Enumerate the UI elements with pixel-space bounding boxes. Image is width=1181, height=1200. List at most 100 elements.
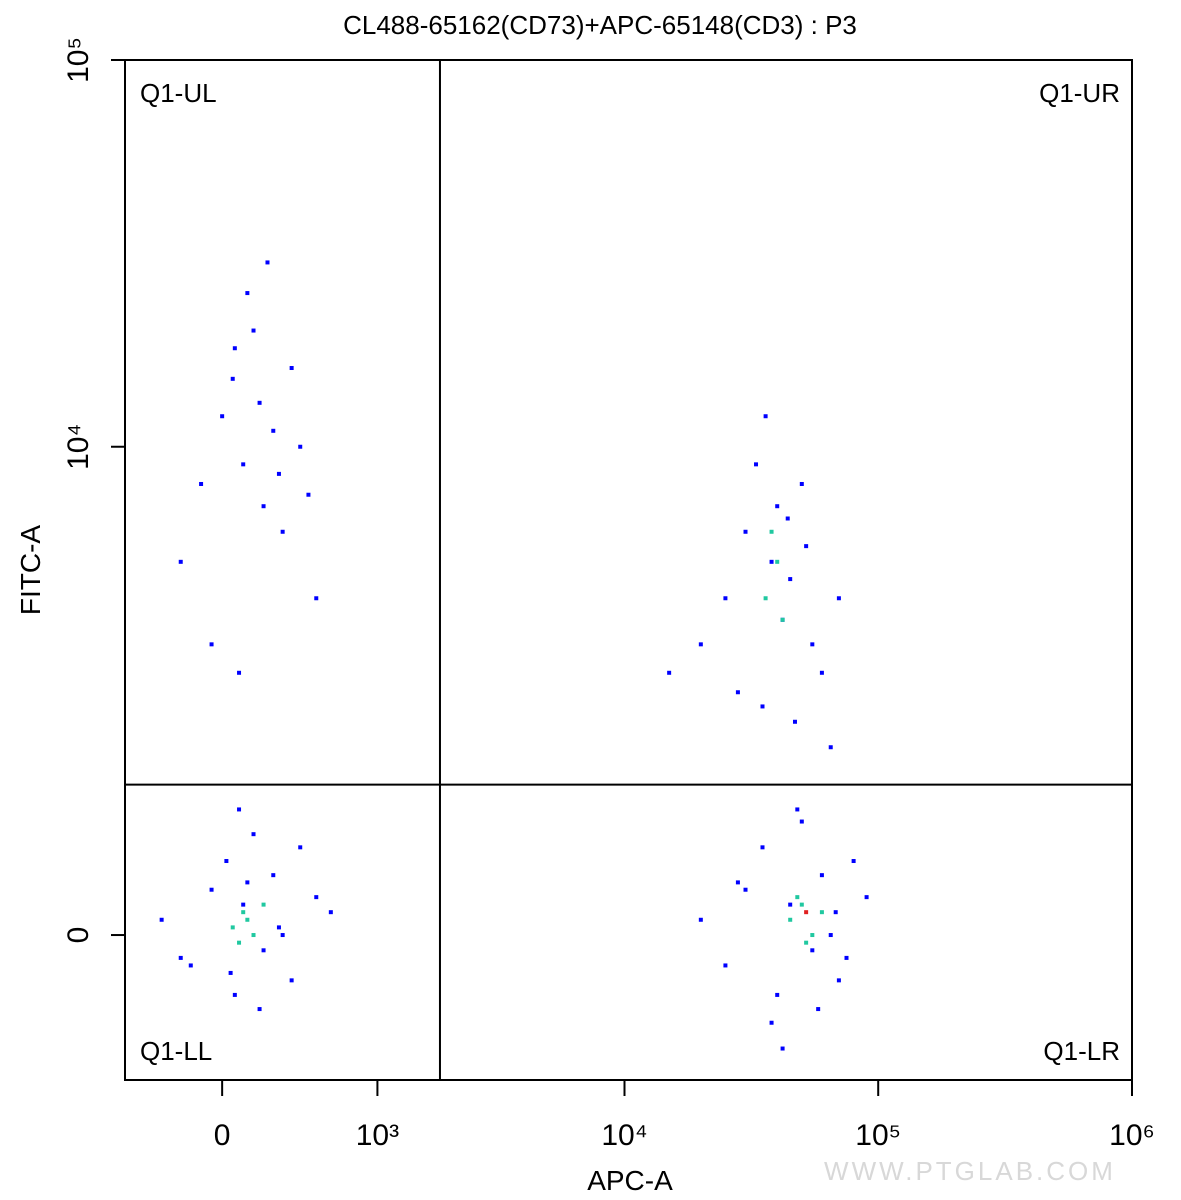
event-point xyxy=(178,955,183,960)
event-point xyxy=(836,596,841,601)
event-point xyxy=(810,948,815,953)
event-point xyxy=(328,910,333,915)
event-point xyxy=(245,291,250,296)
event-point xyxy=(178,559,183,564)
event-point xyxy=(785,516,790,521)
event-point xyxy=(257,1007,262,1012)
event-point xyxy=(265,260,270,265)
x-tick-label: 10³ xyxy=(356,1119,399,1152)
event-point xyxy=(763,414,768,419)
event-point xyxy=(833,910,838,915)
event-point xyxy=(743,887,748,892)
event-point xyxy=(743,529,748,534)
event-point xyxy=(769,1020,774,1025)
event-point xyxy=(788,577,793,582)
event-point xyxy=(209,887,214,892)
event-point xyxy=(289,978,294,983)
event-point xyxy=(769,559,774,564)
event-point xyxy=(775,559,780,564)
event-point xyxy=(209,642,214,647)
event-point xyxy=(819,910,824,915)
event-point xyxy=(289,366,294,371)
event-point xyxy=(754,462,759,467)
y-tick-label: 10⁴ xyxy=(62,424,95,470)
event-point xyxy=(795,895,800,900)
event-point xyxy=(220,414,225,419)
event-point xyxy=(232,346,237,351)
event-point xyxy=(851,859,856,864)
event-point xyxy=(280,529,285,534)
x-tick-label: 10⁶ xyxy=(1109,1119,1155,1152)
event-point xyxy=(795,807,800,812)
event-point xyxy=(763,596,768,601)
event-point xyxy=(775,992,780,997)
plot-frame xyxy=(124,59,1133,1081)
event-point xyxy=(261,902,266,907)
event-point xyxy=(237,807,242,812)
event-point xyxy=(241,462,246,467)
event-point xyxy=(788,902,793,907)
event-point xyxy=(298,444,303,449)
event-point xyxy=(241,902,246,907)
event-point xyxy=(698,642,703,647)
event-point xyxy=(257,400,262,405)
quadrant-label: Q1-LL xyxy=(140,1036,212,1066)
event-point xyxy=(280,933,285,938)
event-point xyxy=(224,859,229,864)
event-point xyxy=(735,690,740,695)
event-point xyxy=(159,917,164,922)
event-point xyxy=(828,745,833,750)
event-point xyxy=(780,617,785,622)
event-point xyxy=(799,481,804,486)
quadrant-label: Q1-UL xyxy=(140,78,217,108)
event-point xyxy=(804,910,809,915)
quadrant-label: Q1-UR xyxy=(1039,78,1120,108)
event-point xyxy=(723,963,728,968)
event-point xyxy=(804,544,809,549)
event-point xyxy=(735,880,740,885)
event-point xyxy=(314,895,319,900)
y-tick-label: 0 xyxy=(62,927,95,944)
quadrant-label: Q1-LR xyxy=(1043,1036,1120,1066)
event-point xyxy=(232,992,237,997)
event-point xyxy=(836,978,841,983)
event-point xyxy=(799,902,804,907)
event-point xyxy=(271,428,276,433)
event-point xyxy=(230,376,235,381)
x-tick-label: 0 xyxy=(214,1119,231,1152)
event-point xyxy=(769,529,774,534)
y-axis-label: FITC-A xyxy=(15,525,46,616)
event-point xyxy=(237,940,242,945)
event-point xyxy=(698,917,703,922)
event-point xyxy=(775,504,780,509)
event-point xyxy=(245,880,250,885)
event-point xyxy=(261,504,266,509)
event-point xyxy=(261,948,266,953)
event-point xyxy=(188,963,193,968)
event-point xyxy=(667,670,672,675)
event-point xyxy=(864,895,869,900)
event-point xyxy=(810,642,815,647)
event-point xyxy=(276,925,281,930)
event-point xyxy=(816,1007,821,1012)
event-point xyxy=(251,832,256,837)
watermark: WWW.PTGLAB.COM xyxy=(824,1156,1116,1186)
x-tick-label: 10⁴ xyxy=(601,1119,647,1152)
event-point xyxy=(228,970,233,975)
event-point xyxy=(245,917,250,922)
event-point xyxy=(241,910,246,915)
x-axis-label: APC-A xyxy=(587,1165,673,1196)
event-point xyxy=(251,328,256,333)
event-point xyxy=(828,933,833,938)
event-point xyxy=(799,819,804,824)
event-point xyxy=(237,670,242,675)
event-point xyxy=(819,670,824,675)
event-point xyxy=(251,933,256,938)
event-point xyxy=(819,873,824,878)
event-point xyxy=(788,917,793,922)
event-point xyxy=(199,481,204,486)
event-point xyxy=(723,596,728,601)
event-point xyxy=(230,925,235,930)
x-tick-label: 10⁵ xyxy=(855,1119,901,1152)
